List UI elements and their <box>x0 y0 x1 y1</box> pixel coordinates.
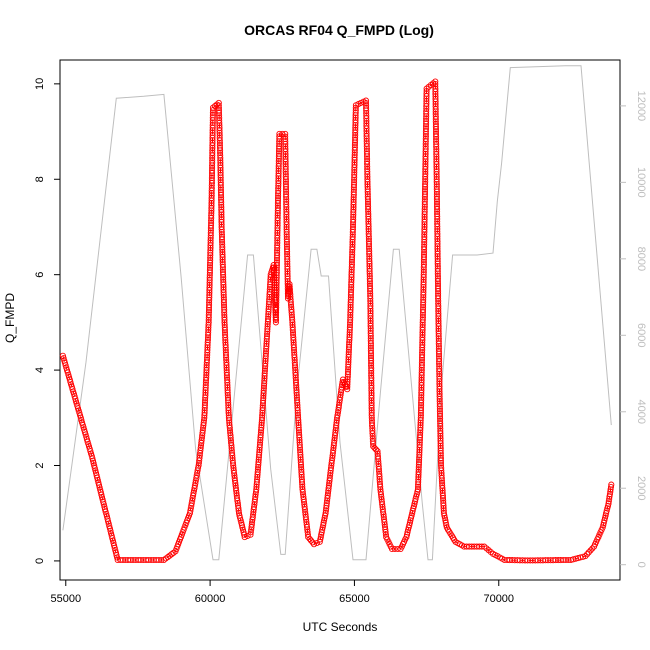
y2-tick-label: 4000 <box>635 400 647 424</box>
plot-frame <box>59 59 621 581</box>
x-axis-label: UTC Seconds <box>303 620 378 634</box>
x-tick-label: 60000 <box>195 593 226 605</box>
q-fmpd-point <box>160 556 167 564</box>
q-fmpd-point <box>241 531 248 538</box>
y2-tick-label: 8000 <box>635 247 647 271</box>
q-fmpd-point <box>587 547 594 554</box>
y-axis-label: Q_FMPD <box>3 293 17 343</box>
y-tick-label: 10 <box>34 78 46 90</box>
q-fmpd-point <box>391 545 398 553</box>
q-fmpd-point <box>607 483 615 491</box>
altitude-line <box>62 65 612 561</box>
q-fmpd-point <box>308 537 315 544</box>
q-fmpd-point <box>388 545 396 553</box>
q-fmpd-point <box>585 549 592 556</box>
y-tick-label: 0 <box>34 558 46 564</box>
y-tick-label: 4 <box>34 367 46 373</box>
y2-tick-label: 0 <box>635 562 647 568</box>
q-fmpd-point <box>244 532 251 539</box>
q-fmpd-point <box>166 552 173 559</box>
q-fmpd-series <box>59 78 615 564</box>
q-fmpd-point <box>209 104 217 111</box>
q-fmpd-point <box>310 541 318 548</box>
q-fmpd-point <box>241 534 248 541</box>
q-fmpd-point <box>582 553 589 560</box>
x-tick-label: 65000 <box>339 593 370 605</box>
y2-tick-label: 2000 <box>635 476 647 500</box>
q-fmpd-point <box>168 551 175 558</box>
y2-tick-label: 10000 <box>635 167 647 198</box>
q-fmpd-point <box>589 545 596 552</box>
q-fmpd-point <box>608 481 615 488</box>
y2-tick-label: 6000 <box>635 323 647 347</box>
q-fmpd-point <box>313 539 320 547</box>
q-fmpd-point <box>584 551 591 558</box>
q-fmpd-point <box>370 440 377 447</box>
chart-title: ORCAS RF04 Q_FMPD (Log) <box>244 22 434 38</box>
x-tick-label: 55000 <box>50 593 81 605</box>
x-tick-label: 70000 <box>483 593 514 605</box>
y2-tick-label: 12000 <box>635 91 647 122</box>
y-tick-label: 8 <box>34 176 46 182</box>
q-fmpd-point <box>276 130 283 137</box>
q-fmpd-point <box>309 539 316 546</box>
altitude-series <box>62 65 612 561</box>
q-fmpd-point <box>373 446 380 453</box>
axes: 55000 60000 65000 70000 0 2 4 6 8 10 0 2000 4000 6000… <box>34 78 647 605</box>
y-tick-label: 2 <box>34 462 46 468</box>
y-tick-label: 6 <box>34 272 46 278</box>
q-fmpd-point <box>164 554 171 561</box>
q-fmpd-line <box>62 80 612 561</box>
